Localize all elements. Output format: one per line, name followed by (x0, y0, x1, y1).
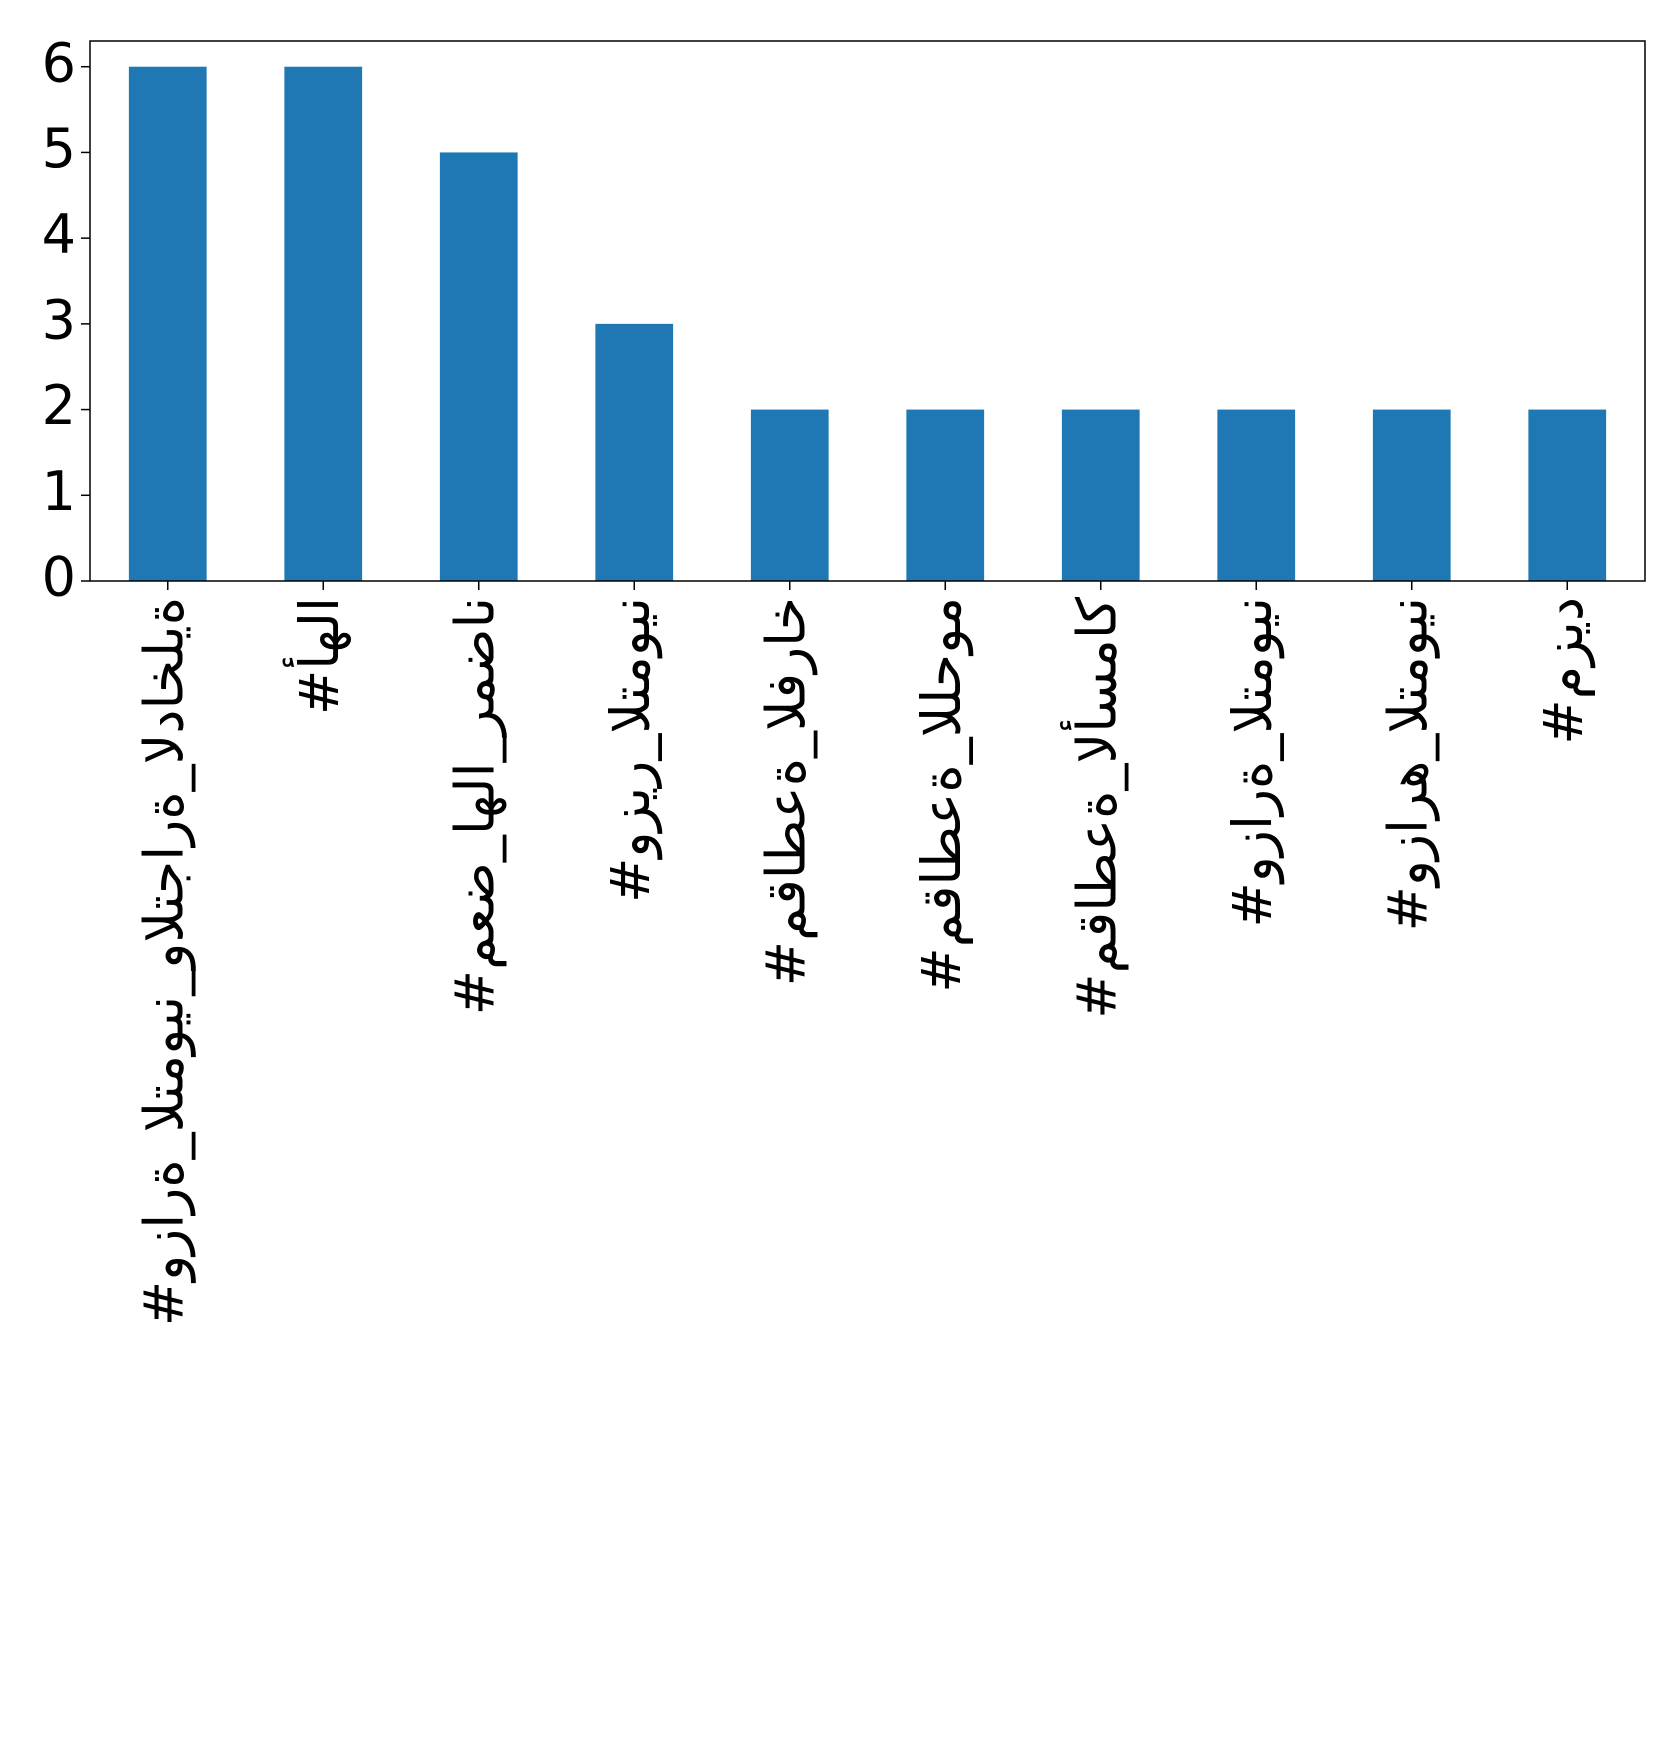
x-tick-label: #مزيد (1532, 597, 1595, 745)
x-tick-label: #مقاطعة_اللحوم (910, 597, 973, 993)
y-tick-label: 6 (42, 31, 76, 94)
bar (750, 409, 829, 581)
x-tick-label: #مقاطعة_الأسماك (1059, 597, 1128, 1019)
bar (1372, 409, 1451, 581)
x-tick-label: #وزارة_التموين_والتجارة_الداخلية (132, 597, 195, 1326)
x-tick-label: #معض_اهلا_رمضان (443, 597, 506, 1015)
y-tick-label: 3 (42, 288, 76, 351)
x-tick-label: #أهلا (282, 597, 351, 715)
x-tick-label: #مقاطعة_الفراخ (754, 597, 817, 986)
x-tick-label: #وزاره_التموين (1376, 597, 1439, 931)
y-tick-label: 5 (42, 117, 76, 180)
y-tick-label: 2 (42, 374, 76, 437)
bar (1528, 409, 1607, 581)
bar (906, 409, 985, 581)
y-tick-label: 4 (42, 203, 76, 266)
y-tick-label: 1 (42, 460, 76, 523)
x-tick-label: #وزير_التموين (599, 597, 662, 903)
bar (1217, 409, 1296, 581)
bar (1061, 409, 1140, 581)
x-tick-label: #وزارة_التموين (1221, 597, 1284, 927)
y-tick-label: 0 (42, 546, 76, 609)
bar (595, 323, 674, 581)
plot-frame (89, 40, 1646, 582)
bar (128, 66, 207, 581)
bar (284, 66, 363, 581)
bar (439, 152, 518, 581)
